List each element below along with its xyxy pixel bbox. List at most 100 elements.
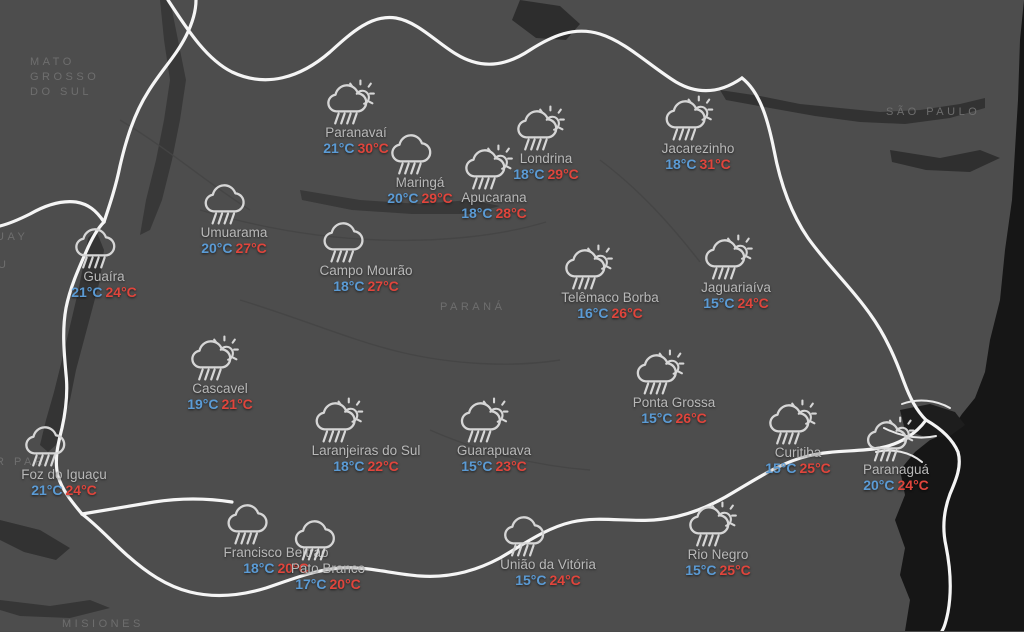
weather-station-jacarezinho[interactable]: Jacarezinho 18°C 31°C	[661, 94, 735, 173]
temperature-max: 30°C	[357, 140, 389, 156]
city-name: Paranaguá	[862, 462, 930, 477]
temperature-max: 31°C	[699, 156, 731, 172]
weather-station-laranjeiras-do-sul[interactable]: Laranjeiras do Sul 18°C 22°C	[312, 396, 421, 475]
temperature-min: 15°C	[641, 410, 673, 426]
city-name: Telêmaco Borba	[561, 290, 659, 305]
temperature-range: 21°C 30°C	[323, 140, 389, 157]
temperature-min: 18°C	[461, 205, 493, 221]
temperature-range: 18°C 28°C	[461, 205, 527, 222]
temperature-min: 21°C	[323, 140, 355, 156]
temperature-min: 15°C	[461, 458, 493, 474]
sun-rain-cloud-icon	[561, 243, 659, 291]
sun-rain-cloud-icon	[323, 78, 389, 126]
lake-patch-b	[890, 150, 1000, 172]
rain-cloud-icon	[291, 514, 365, 562]
temperature-min: 18°C	[333, 278, 365, 294]
city-name: Maringá	[395, 175, 445, 190]
temperature-max: 29°C	[547, 166, 579, 182]
weather-station-umuarama[interactable]: Umuarama 20°C 27°C	[201, 178, 268, 257]
weather-station-guarapuava[interactable]: Guarapuava 15°C 23°C	[457, 396, 531, 475]
city-name: Guarapuava	[456, 443, 532, 458]
rain-cloud-icon	[201, 178, 268, 226]
sun-rain-cloud-icon	[312, 396, 421, 444]
city-name: Jaguariaíva	[701, 280, 771, 295]
temperature-min: 18°C	[333, 458, 365, 474]
temperature-min: 18°C	[513, 166, 545, 182]
sun-rain-cloud-icon	[187, 334, 253, 382]
weather-station-campo-mourao[interactable]: Campo Mourão 18°C 27°C	[319, 216, 413, 295]
temperature-range: 17°C 20°C	[291, 576, 365, 593]
temperature-min: 21°C	[71, 284, 103, 300]
temperature-range: 15°C 26°C	[633, 410, 716, 427]
sun-rain-cloud-icon	[685, 500, 751, 548]
temperature-min: 17°C	[295, 576, 327, 592]
weather-station-curitiba[interactable]: Curitiba 15°C 25°C	[765, 398, 831, 477]
sun-rain-cloud-icon	[461, 143, 527, 191]
temperature-max: 24°C	[105, 284, 137, 300]
city-name: Londrina	[519, 151, 573, 166]
rain-cloud-icon	[319, 216, 412, 264]
weather-station-pato-branco[interactable]: Pato Branco 17°C 20°C	[291, 514, 365, 593]
temperature-min: 15°C	[515, 572, 547, 588]
temperature-max: 21°C	[221, 396, 253, 412]
sun-rain-cloud-icon	[863, 415, 929, 463]
temperature-range: 21°C 24°C	[71, 284, 137, 301]
ocean	[895, 0, 1024, 631]
lake-patch-a	[512, 0, 580, 40]
city-name: Guaíra	[83, 269, 125, 284]
coastline	[924, 418, 961, 631]
weather-station-rio-negro[interactable]: Rio Negro 15°C 25°C	[685, 500, 751, 579]
border-north	[166, 0, 744, 93]
temperature-max: 26°C	[675, 410, 707, 426]
rain-cloud-icon	[223, 498, 328, 546]
weather-station-ponta-grossa[interactable]: Ponta Grossa 15°C 26°C	[633, 348, 716, 427]
temperature-min: 19°C	[187, 396, 219, 412]
weather-station-guaira[interactable]: Guaíra 21°C 24°C	[71, 222, 137, 301]
temperature-range: 16°C 26°C	[561, 305, 659, 322]
sun-rain-cloud-icon	[457, 396, 531, 444]
city-name: União da Vitória	[500, 557, 596, 572]
temperature-max: 20°C	[329, 576, 361, 592]
lake-patch-e	[0, 600, 110, 618]
temperature-range: 20°C 27°C	[201, 240, 268, 257]
temperature-min: 18°C	[665, 156, 697, 172]
city-name: Pato Branco	[290, 561, 366, 576]
weather-station-paranagua[interactable]: Paranaguá 20°C 24°C	[863, 415, 929, 494]
weather-station-cascavel[interactable]: Cascavel 19°C 21°C	[187, 334, 253, 413]
city-name: Foz do Iguaçu	[21, 467, 107, 482]
city-name: Rio Negro	[687, 547, 749, 562]
temperature-range: 15°C 24°C	[701, 295, 771, 312]
sun-rain-cloud-icon	[633, 348, 716, 396]
border-south	[80, 418, 928, 598]
temperature-min: 15°C	[685, 562, 717, 578]
temperature-min: 21°C	[31, 482, 63, 498]
temperature-max: 22°C	[367, 458, 399, 474]
city-name: Campo Mourão	[319, 263, 413, 278]
temperature-max: 25°C	[719, 562, 751, 578]
sun-rain-cloud-icon	[765, 398, 831, 446]
weather-station-apucarana[interactable]: Apucarana 18°C 28°C	[461, 143, 527, 222]
rain-cloud-icon	[387, 128, 453, 176]
weather-station-londrina[interactable]: Londrina 18°C 29°C	[513, 104, 579, 183]
temperature-range: 18°C 29°C	[513, 166, 579, 183]
weather-station-foz-do-iguacu[interactable]: Foz do Iguaçu 21°C 24°C	[21, 420, 107, 499]
temperature-max: 24°C	[897, 477, 929, 493]
temperature-range: 15°C 25°C	[765, 460, 831, 477]
weather-station-francisco-beltrao[interactable]: Francisco Beltrão 18°C 20°C	[223, 498, 329, 577]
weather-station-uniao-da-vitoria[interactable]: União da Vitória 15°C 24°C	[500, 510, 596, 589]
temperature-min: 20°C	[201, 240, 233, 256]
temperature-range: 15°C 23°C	[457, 458, 531, 475]
city-name: Jacarezinho	[661, 141, 735, 156]
weather-station-paranavai[interactable]: Paranavaí 21°C 30°C	[323, 78, 389, 157]
weather-station-telemaco-borba[interactable]: Telêmaco Borba 16°C 26°C	[561, 243, 659, 322]
city-name: Paranavaí	[325, 125, 387, 140]
border-west	[54, 220, 106, 516]
temperature-min: 15°C	[765, 460, 797, 476]
temperature-min: 20°C	[387, 190, 419, 206]
temperature-range: 15°C 25°C	[685, 562, 751, 579]
temperature-range: 19°C 21°C	[187, 396, 253, 413]
temperature-range: 20°C 24°C	[863, 477, 929, 494]
weather-station-jaguariaiva[interactable]: Jaguariaíva 15°C 24°C	[701, 233, 771, 312]
weather-station-maringa[interactable]: Maringá 20°C 29°C	[387, 128, 453, 207]
